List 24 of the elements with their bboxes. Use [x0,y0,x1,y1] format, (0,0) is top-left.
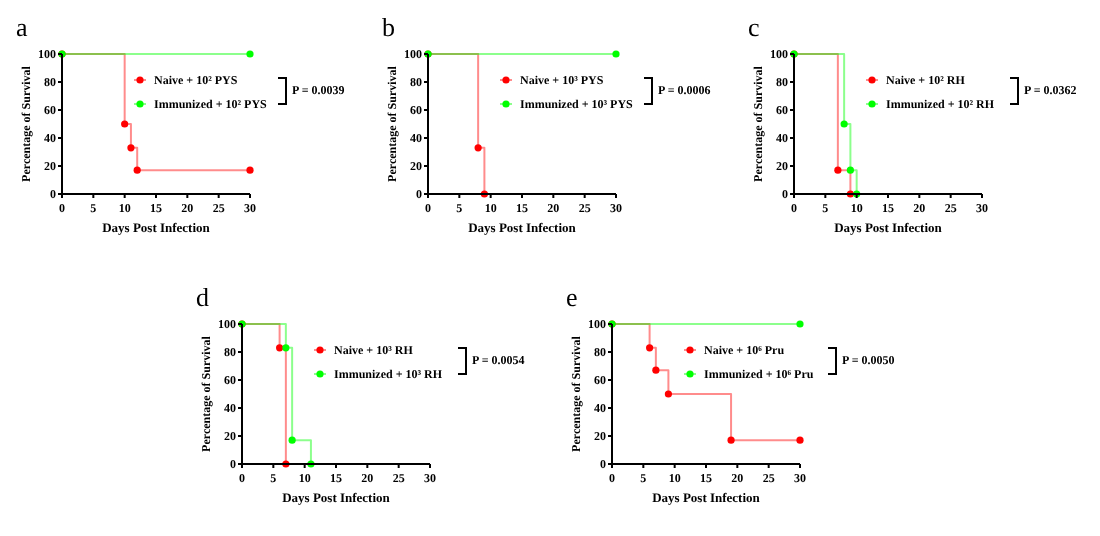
point [664,390,672,398]
chart-title: e [566,282,578,312]
chart-title: d [196,282,210,312]
point [840,120,848,128]
point [846,166,854,174]
chart-title: b [382,12,395,42]
point [246,50,254,58]
point [276,344,284,352]
chart-title: a [16,12,28,42]
point [796,436,804,444]
point [282,344,290,352]
point [646,344,654,352]
point [727,436,735,444]
point [612,50,620,58]
point [652,366,660,374]
point [246,166,254,174]
point [834,166,842,174]
point [133,166,141,174]
chart-title: c [748,12,760,42]
point [796,320,804,328]
point [127,144,135,152]
point [288,436,296,444]
point [121,120,129,128]
point [474,144,482,152]
